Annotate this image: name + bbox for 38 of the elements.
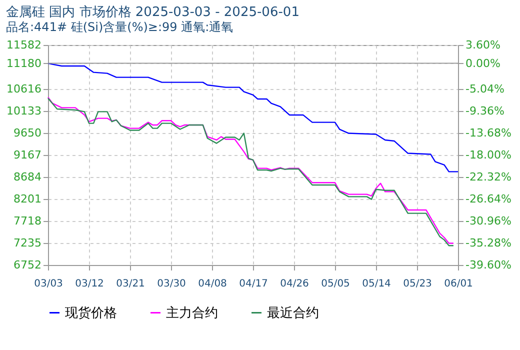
y2-tick-label: -9.36% (466, 104, 504, 118)
y-tick-label: 9167 (14, 148, 42, 162)
x-tick-label: 05/14 (362, 278, 391, 290)
x-tick-label: 04/08 (198, 278, 227, 290)
x-tick-label: 05/05 (321, 278, 350, 290)
x-tick-label: 03/21 (116, 278, 145, 290)
chart-subtitle: 品名:441# 硅(Si)含量(%)≥:99 通氧:通氧 (6, 20, 234, 34)
y-tick-label: 10616 (6, 82, 42, 96)
x-tick-label: 05/23 (403, 278, 432, 290)
x-tick-label: 04/17 (239, 278, 268, 290)
x-tick-label: 06/01 (444, 278, 473, 290)
legend-label: 最近合约 (267, 306, 319, 321)
y2-tick-label: -26.64% (466, 192, 512, 206)
chart-title: 金属硅 国内 市场价格 2025-03-03 - 2025-06-01 (6, 5, 300, 20)
y-tick-label: 6752 (14, 258, 42, 272)
y-tick-label: 11180 (6, 56, 42, 70)
x-tick-label: 03/12 (75, 278, 104, 290)
y2-tick-label: 0.00% (466, 56, 500, 70)
y2-tick-label: -39.60% (466, 258, 512, 272)
y-tick-label: 8684 (14, 170, 42, 184)
y2-tick-label: -13.68% (466, 126, 512, 140)
y2-tick-label: -30.96% (466, 214, 512, 228)
y2-tick-label: -22.32% (466, 170, 512, 184)
x-tick-label: 03/03 (34, 278, 63, 290)
legend-label: 主力合约 (166, 304, 218, 321)
y-tick-label: 7718 (14, 214, 42, 228)
x-tick-label: 04/26 (280, 278, 309, 290)
y-tick-label: 9650 (14, 126, 42, 140)
y2-tick-label: -18.00% (466, 148, 512, 162)
y-tick-label: 11582 (6, 38, 42, 52)
y2-tick-label: -5.04% (466, 82, 504, 96)
y2-tick-label: 3.60% (466, 38, 500, 52)
y-tick-label: 7235 (14, 236, 42, 250)
y-tick-label: 10133 (6, 104, 42, 118)
x-tick-label: 03/30 (157, 278, 186, 290)
y2-tick-label: -35.28% (466, 236, 512, 250)
legend-label: 现货价格 (65, 306, 117, 321)
y-tick-label: 8201 (14, 192, 42, 206)
